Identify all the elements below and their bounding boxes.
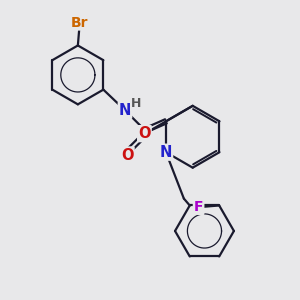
Text: O: O — [121, 148, 134, 163]
Text: Br: Br — [70, 16, 88, 29]
Text: N: N — [119, 103, 131, 118]
Text: O: O — [138, 126, 151, 141]
Text: F: F — [194, 200, 203, 214]
Text: H: H — [131, 97, 141, 110]
Text: N: N — [160, 145, 172, 160]
